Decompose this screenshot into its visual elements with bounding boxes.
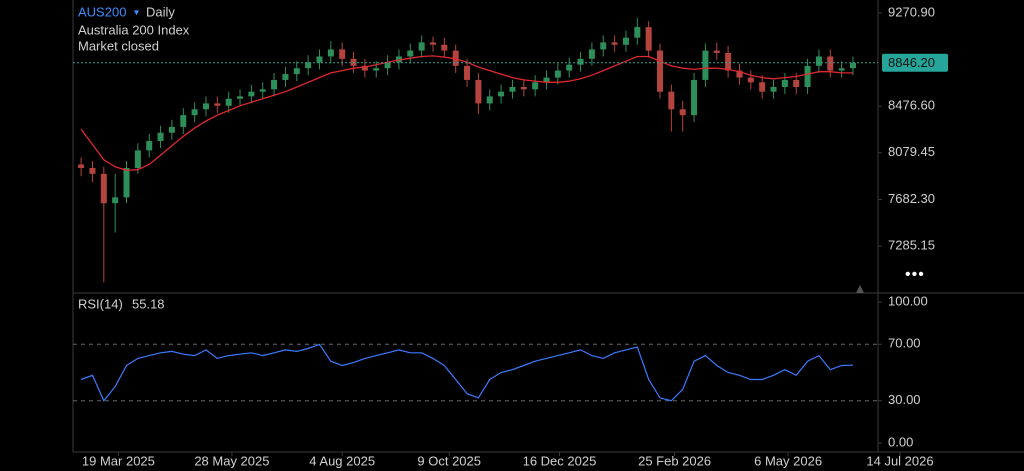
y-tick-label: 70.00 [888, 336, 921, 351]
candle-body [645, 27, 652, 51]
candle-body [622, 37, 629, 45]
candle-body [600, 42, 607, 50]
candle-body [736, 70, 743, 78]
candle-body [554, 70, 561, 78]
last-price-box [882, 53, 948, 72]
candle-body [237, 96, 244, 99]
candle-body [464, 65, 471, 80]
y-tick-label: 7682.30 [888, 191, 935, 206]
x-tick-label: 28 May 2025 [194, 453, 269, 468]
instrument-name: Australia 200 Index [78, 22, 190, 37]
candle-body [793, 79, 800, 87]
candle-body [532, 82, 539, 90]
candle-body [577, 58, 584, 65]
candle-body [441, 44, 448, 51]
candle-body [271, 79, 278, 90]
candle-body [248, 91, 255, 97]
symbol-dropdown[interactable]: ▾ [134, 8, 139, 19]
y-tick-label: 30.00 [888, 392, 921, 407]
y-tick-label: 8079.45 [888, 144, 935, 159]
x-tick-label: 16 Dec 2025 [523, 453, 597, 468]
candle-body [191, 109, 198, 116]
interval[interactable]: Daily [146, 4, 175, 19]
candle-body [214, 103, 221, 106]
more-menu[interactable]: ••• [905, 266, 925, 283]
candle-body [475, 79, 482, 104]
candle-body [89, 167, 96, 174]
candle-body [384, 62, 391, 69]
candle-body [316, 56, 323, 63]
x-tick-label: 9 Oct 2025 [417, 453, 481, 468]
candle-body [100, 173, 107, 204]
candle-body [168, 126, 175, 133]
x-tick-label: 25 Feb 2026 [638, 453, 711, 468]
candle-body [815, 56, 822, 66]
candle-body [146, 140, 153, 151]
y-tick-label: 8476.60 [888, 98, 935, 113]
candle-body [418, 42, 425, 51]
candle-body [759, 82, 766, 92]
candle-body [180, 115, 187, 127]
candle-body [486, 96, 493, 104]
x-tick-label: 6 May 2026 [754, 453, 822, 468]
candle-body [566, 64, 573, 71]
y-tick-label: 100.00 [888, 293, 928, 308]
candle-body [747, 77, 754, 83]
rsi-line [80, 343, 854, 402]
candle-body [112, 197, 119, 204]
candle-body [702, 50, 709, 80]
candle-body [123, 167, 130, 198]
candle-body [657, 50, 664, 92]
candle-body [691, 79, 698, 116]
candle-body [305, 62, 312, 69]
candle-body [429, 42, 436, 45]
candle-body [259, 89, 266, 92]
x-tick-label: 4 Aug 2025 [309, 453, 375, 468]
collapse-icon[interactable] [856, 285, 864, 293]
candle-body [668, 91, 675, 110]
y-tick-label: 7285.15 [888, 237, 935, 252]
candle-body [588, 49, 595, 59]
candle-body [827, 56, 834, 71]
last-price-label: 8846.20 [888, 55, 935, 70]
candle-body [327, 49, 334, 57]
candle-body [804, 65, 811, 87]
candle-body [634, 27, 641, 38]
y-tick-label: 9270.90 [888, 4, 935, 19]
candle-body [225, 98, 232, 106]
candle-body [407, 50, 414, 57]
candle-body [339, 49, 346, 59]
candle-body [520, 86, 527, 90]
symbol[interactable]: AUS200 [78, 4, 126, 19]
candle-body [282, 74, 289, 80]
candle-body [202, 103, 209, 110]
candle-body [679, 109, 686, 116]
candle-body [157, 132, 164, 141]
candle-body [611, 42, 618, 45]
candle-body [293, 68, 300, 75]
candle-body [725, 52, 732, 71]
candle-body [134, 150, 141, 168]
candle-body [838, 68, 845, 71]
candle-body [78, 164, 85, 168]
x-tick-label: 14 Jul 2026 [866, 453, 933, 468]
x-tick-label: 19 Mar 2025 [82, 453, 155, 468]
candle-body [849, 62, 856, 69]
candle-body [498, 91, 505, 97]
candle-body [781, 79, 788, 87]
market-status: Market closed [78, 38, 159, 53]
candle-body [373, 68, 380, 71]
candle-body [361, 65, 368, 71]
candle-body [770, 86, 777, 92]
rsi-title: RSI(14) [78, 296, 123, 311]
candle-body [713, 50, 720, 53]
candle-body [543, 77, 550, 83]
candle-body [509, 86, 516, 92]
y-tick-label: 0.00 [888, 434, 913, 449]
rsi-last-value: 55.18 [132, 296, 165, 311]
